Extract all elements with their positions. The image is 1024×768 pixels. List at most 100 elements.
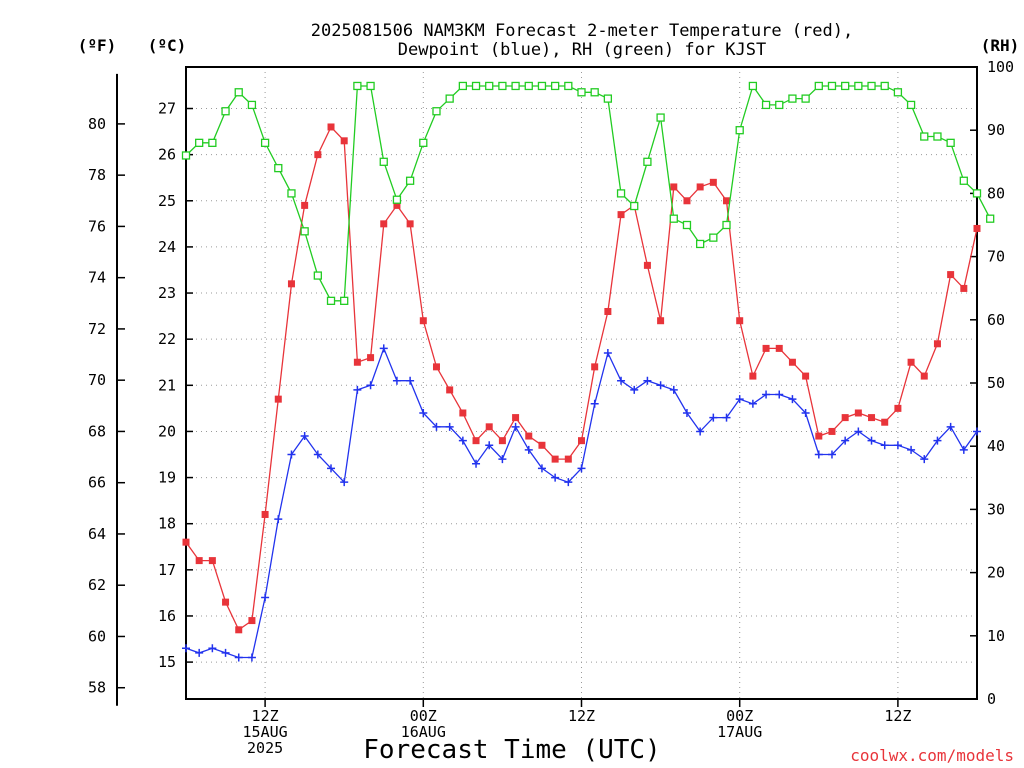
data-point — [827, 81, 837, 91]
data-point — [801, 94, 810, 103]
series-layer — [181, 81, 995, 662]
fahrenheit-unit-label: (ºF) — [78, 36, 117, 55]
data-point — [525, 432, 533, 440]
data-point — [380, 220, 388, 228]
data-point — [511, 422, 520, 431]
data-point — [920, 372, 928, 380]
data-point — [432, 422, 441, 431]
data-point — [366, 381, 375, 390]
data-point — [946, 138, 955, 147]
data-point — [564, 81, 573, 91]
data-point — [880, 81, 889, 91]
data-point — [432, 107, 441, 116]
data-point — [709, 178, 717, 186]
x-tick-label: 00Z — [410, 707, 437, 725]
data-point — [616, 189, 626, 198]
data-point — [669, 214, 678, 223]
data-point — [181, 151, 191, 160]
data-point — [604, 307, 612, 315]
data-point — [880, 441, 889, 450]
data-point — [445, 94, 454, 103]
data-point — [683, 197, 691, 205]
data-point — [537, 81, 547, 91]
data-point — [920, 455, 929, 464]
data-point — [802, 372, 810, 380]
fahrenheit-tick-label: 62 — [88, 576, 106, 594]
data-point — [261, 510, 269, 518]
data-point — [960, 284, 968, 292]
fahrenheit-tick-label: 70 — [88, 371, 106, 389]
data-point — [933, 340, 941, 348]
data-point — [722, 413, 731, 422]
data-point — [234, 88, 243, 97]
data-point — [973, 224, 981, 232]
x-tick-label: 17AUG — [717, 723, 762, 741]
data-point — [682, 408, 691, 417]
data-point — [222, 598, 230, 606]
data-point — [353, 358, 361, 366]
x-tick-label: 12Z — [884, 707, 911, 725]
series-dewpoint — [182, 344, 981, 662]
data-point — [300, 227, 309, 236]
data-point — [392, 376, 401, 385]
data-point — [696, 239, 705, 249]
data-point — [405, 176, 415, 185]
celsius-tick-label: 22 — [158, 330, 176, 348]
celsius-tick-label: 20 — [158, 422, 176, 440]
data-point — [564, 455, 572, 463]
data-point — [537, 464, 546, 473]
credit-text[interactable]: coolwx.com/models — [850, 746, 1014, 765]
rh-tick-label: 30 — [987, 500, 1005, 518]
data-point — [696, 427, 705, 436]
data-point — [419, 317, 427, 325]
rh-tick-label: 10 — [987, 627, 1005, 645]
celsius-tick-label: 23 — [158, 284, 176, 302]
data-point — [643, 157, 652, 166]
celsius-tick-label: 26 — [158, 146, 176, 164]
data-point — [762, 390, 771, 399]
data-point — [801, 408, 810, 417]
data-point — [591, 363, 599, 371]
rh-tick-label: 0 — [987, 690, 996, 708]
data-point — [986, 214, 995, 223]
data-point — [340, 478, 349, 487]
data-point — [841, 436, 850, 445]
data-point — [669, 385, 678, 394]
data-point — [775, 344, 783, 352]
celsius-unit-label: (ºC) — [148, 36, 187, 55]
data-point — [524, 81, 533, 91]
data-point — [867, 81, 876, 91]
data-point — [406, 220, 414, 228]
data-point — [906, 100, 916, 110]
data-point — [735, 126, 744, 135]
data-point — [643, 261, 651, 269]
data-point — [287, 189, 296, 198]
data-point — [722, 220, 731, 230]
data-point — [709, 413, 718, 422]
data-point — [973, 427, 981, 436]
data-point — [775, 390, 784, 399]
data-point — [814, 450, 823, 459]
celsius-tick-label: 17 — [158, 561, 176, 579]
x-tick-label: 12Z — [252, 707, 279, 725]
data-point — [195, 557, 203, 565]
axes: 58 60 62 64 66 68 70 72 74 76 78 80 15 16 17 18 19 20 21 22… — [88, 58, 1014, 757]
rh-tick-label: 70 — [987, 248, 1005, 266]
data-point — [577, 88, 586, 97]
data-point — [221, 648, 230, 657]
data-point — [788, 395, 797, 404]
data-point — [814, 81, 823, 91]
data-point — [208, 138, 217, 147]
fahrenheit-tick-label: 66 — [88, 474, 106, 492]
data-point — [749, 372, 757, 380]
data-point — [367, 354, 375, 362]
x-tick-label: 2025 — [247, 739, 283, 757]
data-point — [841, 81, 850, 91]
data-point — [248, 617, 256, 625]
data-point — [485, 81, 494, 91]
grid-lines — [186, 67, 977, 699]
data-point — [512, 414, 520, 422]
data-point — [326, 296, 336, 305]
data-point — [893, 441, 902, 450]
celsius-tick-label: 21 — [158, 376, 176, 394]
